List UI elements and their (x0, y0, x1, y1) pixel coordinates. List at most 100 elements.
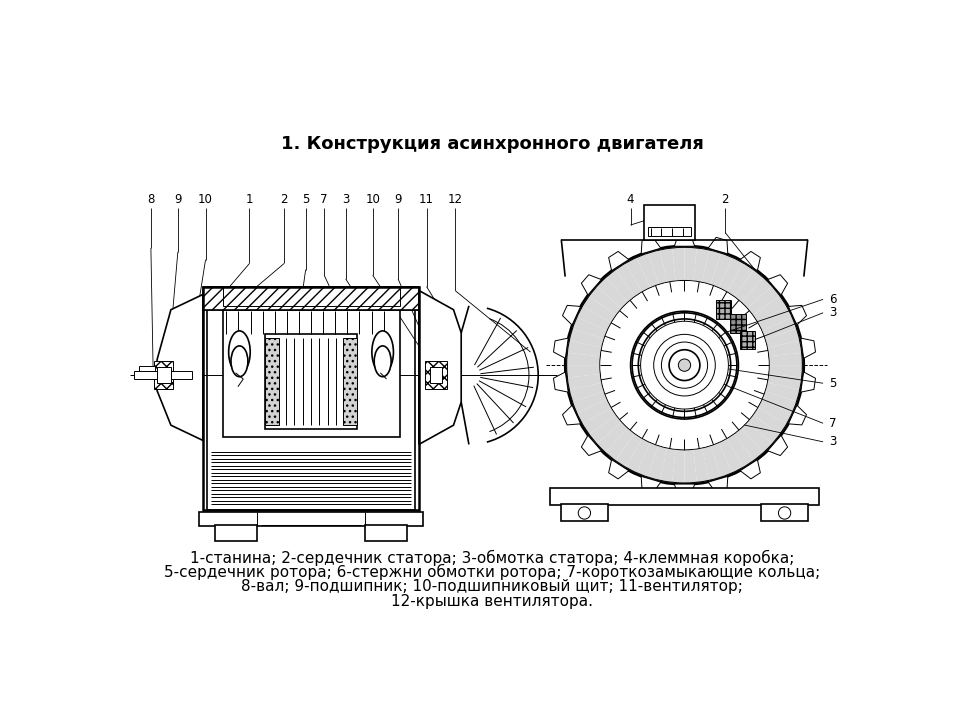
Wedge shape (648, 250, 667, 284)
Wedge shape (660, 248, 676, 282)
Polygon shape (788, 405, 806, 425)
Circle shape (661, 342, 708, 388)
Wedge shape (727, 433, 754, 467)
Text: 6: 6 (829, 293, 837, 306)
Bar (200, 512, 422, 526)
Text: 2: 2 (280, 193, 288, 206)
Text: 2: 2 (722, 193, 729, 206)
Wedge shape (615, 263, 642, 297)
Wedge shape (672, 449, 684, 483)
Wedge shape (765, 329, 800, 348)
Wedge shape (606, 270, 635, 302)
Polygon shape (768, 275, 787, 295)
Polygon shape (554, 372, 568, 392)
Wedge shape (569, 329, 604, 348)
Text: 8-вал; 9-подшипник; 10-подшипниковый щит; 11-вентилятор;: 8-вал; 9-подшипник; 10-подшипниковый щит… (241, 580, 743, 595)
Wedge shape (626, 438, 650, 473)
Wedge shape (741, 422, 772, 453)
Bar (344, 338, 357, 426)
Wedge shape (577, 400, 612, 424)
Wedge shape (684, 449, 697, 483)
Text: 9: 9 (395, 193, 402, 206)
Wedge shape (710, 443, 732, 477)
Bar (223, 287, 399, 306)
Bar (204, 287, 419, 310)
Wedge shape (702, 250, 721, 284)
Text: 4: 4 (627, 193, 635, 206)
Text: 3: 3 (829, 306, 836, 319)
Wedge shape (702, 446, 721, 480)
Wedge shape (753, 296, 786, 323)
Bar (204, 287, 419, 310)
Wedge shape (572, 391, 607, 413)
Circle shape (601, 282, 768, 449)
Wedge shape (757, 306, 792, 330)
Polygon shape (157, 294, 204, 441)
Wedge shape (748, 287, 780, 315)
Bar (731, 314, 746, 333)
Polygon shape (708, 238, 728, 254)
Text: 10: 10 (198, 193, 213, 206)
Wedge shape (767, 341, 802, 356)
Text: 8: 8 (147, 193, 155, 206)
Bar (265, 338, 278, 426)
Wedge shape (615, 433, 642, 467)
Text: 5: 5 (829, 377, 836, 390)
Wedge shape (767, 374, 802, 390)
Text: 1. Конструкция асинхронного двигателя: 1. Конструкция асинхронного двигателя (280, 135, 704, 153)
Bar (139, 366, 155, 372)
Wedge shape (719, 258, 743, 292)
Bar (562, 504, 608, 521)
Ellipse shape (231, 346, 248, 377)
Bar (430, 367, 442, 383)
Text: 11: 11 (420, 193, 434, 206)
Wedge shape (734, 428, 763, 461)
Bar (644, 205, 694, 240)
Polygon shape (563, 405, 581, 425)
Text: 1-станина; 2-сердечник статора; 3-обмотка статора; 4-клеммная коробка;: 1-станина; 2-сердечник статора; 3-обмотк… (190, 549, 794, 566)
Polygon shape (563, 305, 581, 325)
Circle shape (631, 311, 738, 419)
Text: 10: 10 (365, 193, 380, 206)
Circle shape (565, 246, 804, 485)
Wedge shape (757, 400, 792, 424)
Circle shape (640, 321, 729, 409)
Bar (648, 227, 690, 235)
Wedge shape (566, 365, 600, 377)
Bar (154, 361, 173, 389)
Wedge shape (769, 365, 803, 377)
Polygon shape (801, 338, 815, 359)
Wedge shape (636, 443, 659, 477)
Wedge shape (762, 391, 797, 413)
Bar (761, 504, 807, 521)
Ellipse shape (228, 331, 251, 373)
Bar (157, 367, 171, 383)
Circle shape (642, 323, 727, 408)
Wedge shape (589, 415, 621, 444)
Wedge shape (762, 318, 797, 339)
Text: 3: 3 (829, 436, 836, 449)
Text: 12-крышка вентилятора.: 12-крышка вентилятора. (391, 594, 593, 609)
Wedge shape (648, 446, 667, 480)
Polygon shape (674, 233, 695, 246)
Circle shape (679, 359, 690, 372)
Wedge shape (626, 258, 650, 292)
Polygon shape (674, 484, 695, 497)
Wedge shape (606, 428, 635, 461)
Wedge shape (597, 278, 628, 308)
Polygon shape (788, 305, 806, 325)
Wedge shape (769, 353, 803, 365)
Wedge shape (569, 383, 604, 402)
Text: 3: 3 (342, 193, 349, 206)
Circle shape (566, 248, 803, 483)
Bar (223, 310, 399, 437)
Bar (215, 525, 257, 541)
Wedge shape (693, 248, 709, 282)
Bar (739, 330, 755, 349)
Bar (365, 525, 407, 541)
Polygon shape (609, 459, 629, 479)
Polygon shape (641, 477, 660, 493)
Polygon shape (801, 372, 815, 392)
Wedge shape (572, 318, 607, 339)
Ellipse shape (374, 346, 391, 377)
